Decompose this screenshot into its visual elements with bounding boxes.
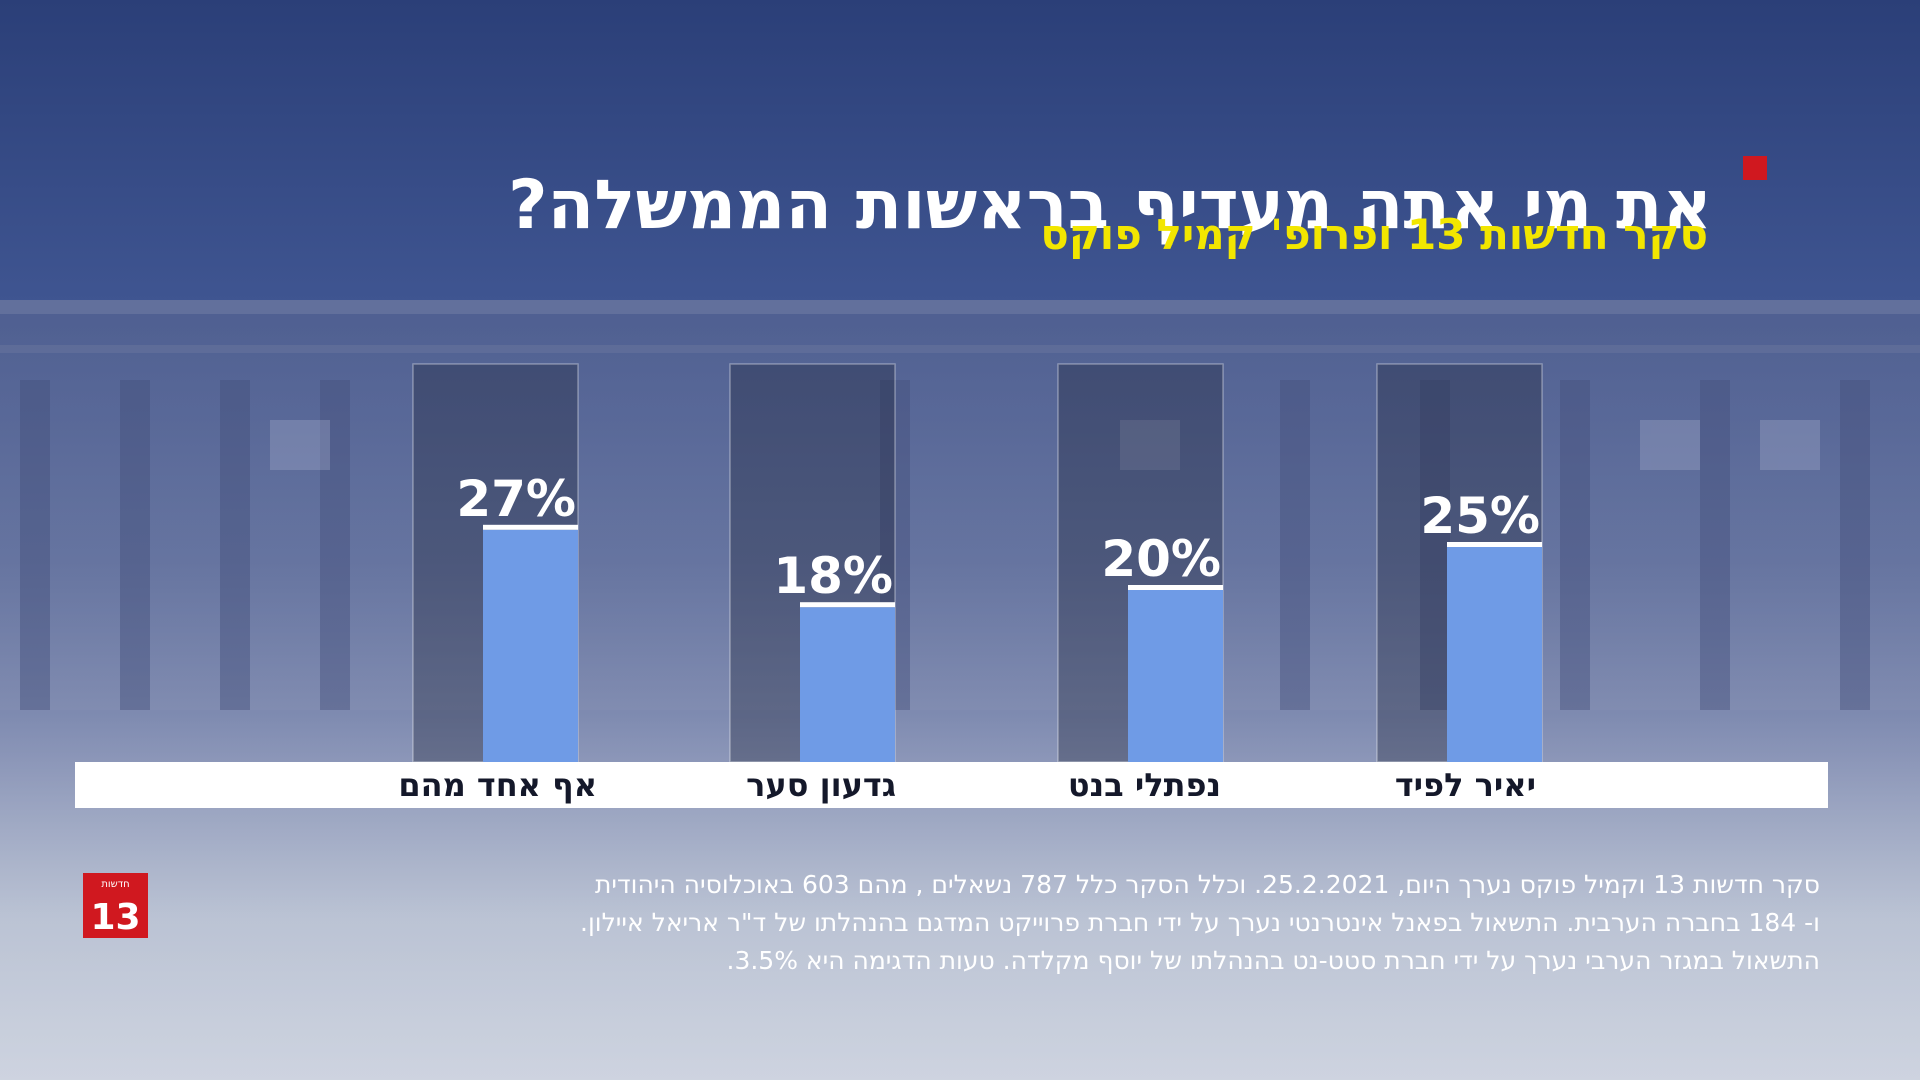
page-subtitle: סקר חדשות 13 ופרופ' קמיל פוקס [1040,210,1708,259]
svg-text:13: 13 [90,897,140,938]
bar-saar [800,607,895,762]
value-label-lapid: 25% [1420,487,1540,545]
footnote-line: ו- 184 בחברה הערבית. התשאול בפאנל אינטרנ… [580,908,1820,937]
footnote-line: התשאול במגזר הערבי נערך על ידי חברת סטט-… [726,946,1820,975]
survey-footnote: סקר חדשות 13 וקמיל פוקס נערך היום, 25.2.… [220,866,1820,980]
bar-cap-none [483,524,578,530]
bar-none [483,529,578,762]
bar-cap-saar [800,602,895,608]
value-label-saar: 18% [773,547,893,605]
candidate-name-strip [75,762,1828,808]
page-title: את מי אתה מעדיף בראשות הממשלה? [508,165,1712,245]
category-label-bennett: נפתלי בנט [1067,766,1221,804]
bar-lapid [1447,547,1542,762]
svg-text:חדשות: חדשות [101,879,129,890]
value-label-bennett: 20% [1101,530,1221,588]
category-label-none: אף אחד מהם [398,766,597,804]
bar-bennett [1128,590,1223,762]
category-label-saar: גדעון סער [746,766,896,804]
footnote-line: סקר חדשות 13 וקמיל פוקס נערך היום, 25.2.… [594,870,1820,899]
bar-cap-lapid [1447,542,1542,547]
title-bullet-square [1743,156,1767,180]
channel13-logo: חדשות 13 [83,873,148,938]
bar-cap-bennett [1128,585,1223,590]
value-label-none: 27% [456,470,576,528]
category-label-lapid: יאיר לפיד [1394,766,1536,804]
